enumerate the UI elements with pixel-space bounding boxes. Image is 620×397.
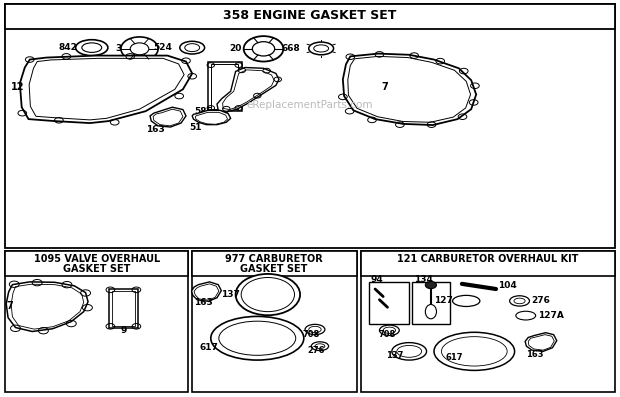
Bar <box>361 251 615 392</box>
Text: 7: 7 <box>6 301 13 311</box>
Polygon shape <box>194 284 219 300</box>
Ellipse shape <box>514 298 525 304</box>
Text: 276: 276 <box>308 347 325 355</box>
Ellipse shape <box>315 344 325 349</box>
Ellipse shape <box>311 342 329 351</box>
Text: 7: 7 <box>381 81 388 92</box>
Polygon shape <box>153 109 183 126</box>
Text: 524: 524 <box>154 43 172 52</box>
Text: 617: 617 <box>445 353 463 362</box>
Text: 20: 20 <box>229 44 242 53</box>
Text: 842: 842 <box>59 43 78 52</box>
Polygon shape <box>150 107 186 127</box>
Text: 163: 163 <box>194 298 213 307</box>
Bar <box>192 251 356 392</box>
Polygon shape <box>20 56 192 123</box>
Bar <box>208 62 242 111</box>
Ellipse shape <box>211 316 304 360</box>
Text: 1095 VALVE OVERHAUL: 1095 VALVE OVERHAUL <box>33 254 160 264</box>
Text: 3: 3 <box>115 44 122 53</box>
Bar <box>5 251 188 392</box>
Ellipse shape <box>392 343 427 360</box>
Polygon shape <box>195 112 228 124</box>
Bar <box>5 251 188 276</box>
Polygon shape <box>192 282 221 301</box>
Text: GASKET SET: GASKET SET <box>63 264 130 274</box>
Text: 121 CARBURETOR OVERHAUL KIT: 121 CARBURETOR OVERHAUL KIT <box>397 254 578 264</box>
Text: 163: 163 <box>146 125 164 134</box>
Text: 977 CARBURETOR: 977 CARBURETOR <box>225 254 323 264</box>
Bar <box>369 282 409 324</box>
Ellipse shape <box>397 345 422 357</box>
Text: eReplacementParts.com: eReplacementParts.com <box>247 100 373 110</box>
Text: 94: 94 <box>370 275 383 283</box>
Ellipse shape <box>309 326 321 333</box>
Text: 163: 163 <box>526 350 543 359</box>
Text: 137: 137 <box>386 351 404 360</box>
Text: 127A: 127A <box>538 311 564 320</box>
Ellipse shape <box>425 304 436 319</box>
Bar <box>5 4 615 248</box>
Text: 708: 708 <box>303 330 320 339</box>
Polygon shape <box>11 284 84 329</box>
Text: 9: 9 <box>120 326 126 335</box>
Ellipse shape <box>305 324 325 335</box>
Ellipse shape <box>379 325 399 335</box>
Polygon shape <box>6 282 88 331</box>
Ellipse shape <box>453 295 480 306</box>
Text: 708: 708 <box>378 330 396 339</box>
Polygon shape <box>348 56 471 122</box>
Bar <box>108 289 138 328</box>
Text: 276: 276 <box>531 297 550 305</box>
Polygon shape <box>528 335 554 350</box>
Text: 12: 12 <box>11 82 25 93</box>
Polygon shape <box>29 58 184 120</box>
Ellipse shape <box>425 281 436 289</box>
Text: 137: 137 <box>221 290 240 299</box>
Text: 668: 668 <box>281 44 300 53</box>
Bar <box>412 282 450 324</box>
Text: 585: 585 <box>194 108 213 116</box>
Ellipse shape <box>383 327 396 333</box>
Polygon shape <box>217 67 279 112</box>
Text: 617: 617 <box>200 343 218 352</box>
Ellipse shape <box>516 311 536 320</box>
Polygon shape <box>192 110 231 125</box>
Text: 358 ENGINE GASKET SET: 358 ENGINE GASKET SET <box>223 10 397 22</box>
Polygon shape <box>223 70 274 110</box>
Text: 104: 104 <box>498 281 516 289</box>
Bar <box>5 4 615 29</box>
Bar <box>211 64 238 109</box>
Text: 134: 134 <box>414 275 432 283</box>
Text: 127: 127 <box>434 297 453 305</box>
Bar <box>112 291 135 326</box>
Ellipse shape <box>236 274 300 315</box>
Polygon shape <box>343 54 476 125</box>
Ellipse shape <box>441 337 507 366</box>
Text: GASKET SET: GASKET SET <box>241 264 308 274</box>
Ellipse shape <box>510 296 529 306</box>
Bar <box>361 251 615 276</box>
Text: 51: 51 <box>189 123 202 132</box>
Ellipse shape <box>241 278 294 312</box>
Bar <box>192 251 356 276</box>
Ellipse shape <box>434 332 515 370</box>
Ellipse shape <box>219 321 296 355</box>
Polygon shape <box>525 333 557 351</box>
Text: 9: 9 <box>221 110 228 119</box>
